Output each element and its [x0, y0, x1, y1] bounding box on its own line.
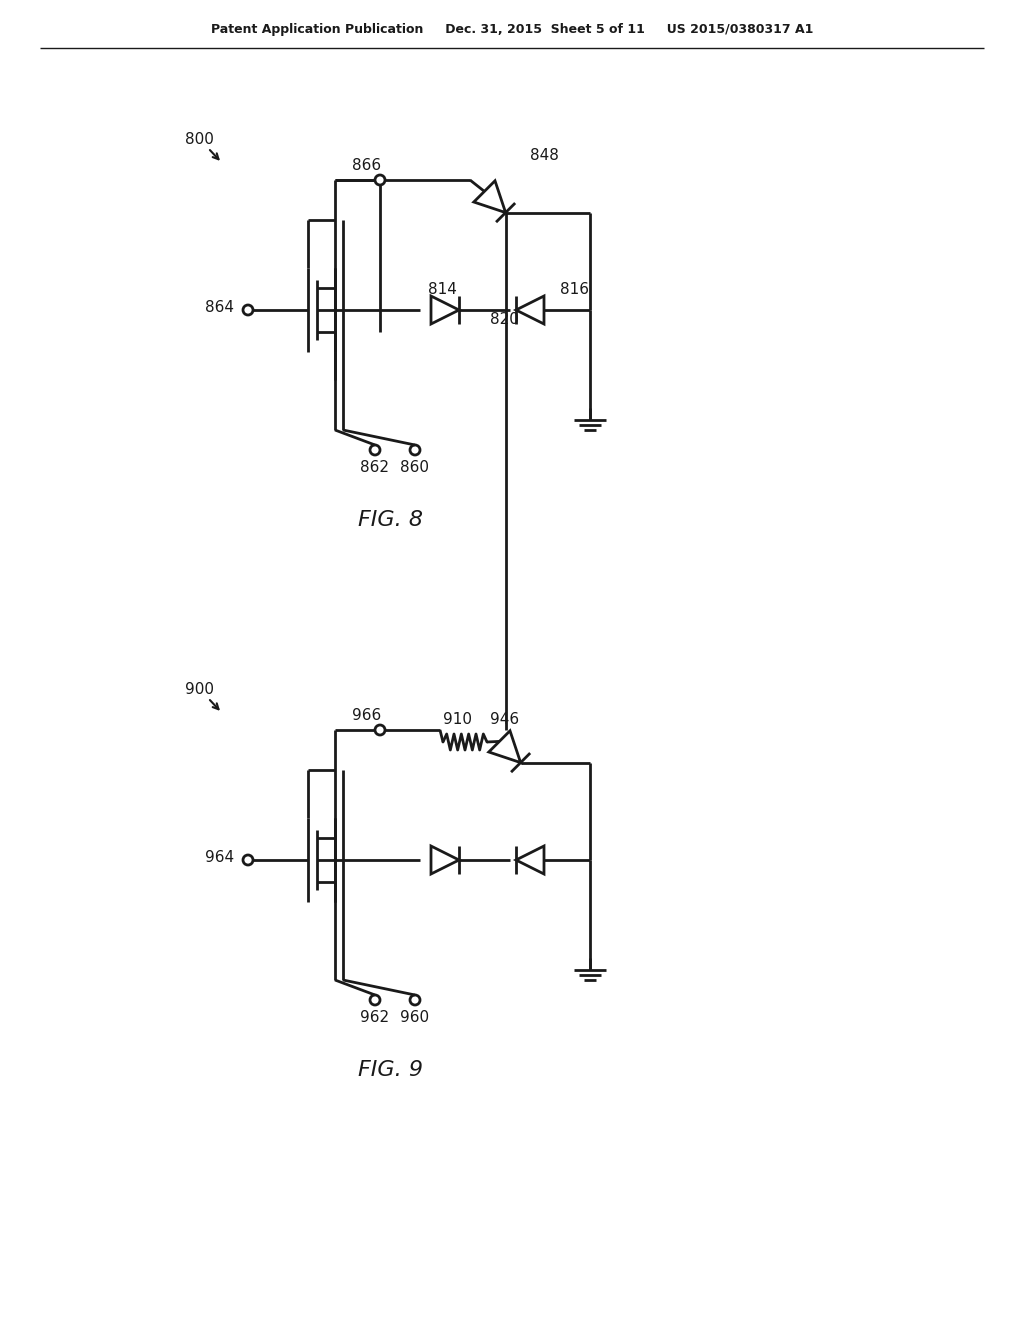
Text: 866: 866: [352, 157, 381, 173]
Text: 848: 848: [530, 148, 559, 162]
Text: 900: 900: [185, 682, 214, 697]
Text: 814: 814: [428, 282, 457, 297]
Text: Patent Application Publication     Dec. 31, 2015  Sheet 5 of 11     US 2015/0380: Patent Application Publication Dec. 31, …: [211, 24, 813, 37]
Text: 862: 862: [360, 461, 389, 475]
Text: 820: 820: [490, 313, 519, 327]
Text: 860: 860: [400, 461, 429, 475]
Text: 864: 864: [205, 301, 234, 315]
Text: 960: 960: [400, 1011, 429, 1026]
Text: 964: 964: [205, 850, 234, 866]
Text: 910: 910: [443, 713, 472, 727]
Text: FIG. 8: FIG. 8: [357, 510, 423, 531]
Text: 800: 800: [185, 132, 214, 148]
Text: FIG. 9: FIG. 9: [357, 1060, 423, 1080]
Text: 946: 946: [490, 713, 519, 727]
Text: 816: 816: [560, 282, 589, 297]
Text: 962: 962: [360, 1011, 389, 1026]
Text: 966: 966: [352, 708, 381, 722]
